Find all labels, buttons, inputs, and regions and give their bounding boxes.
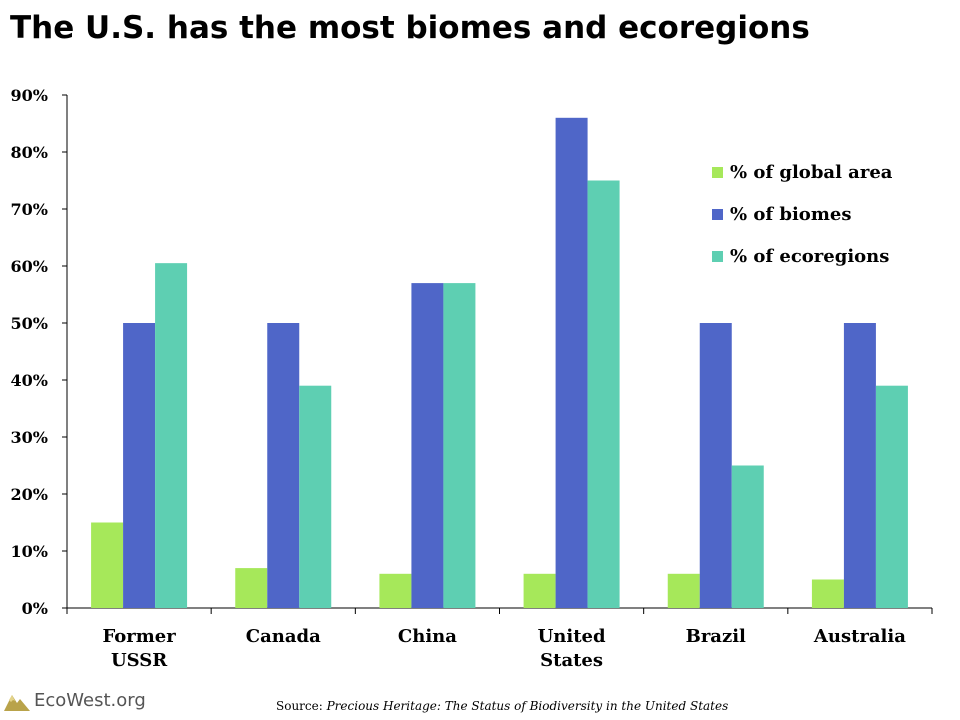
bar bbox=[379, 573, 412, 608]
legend-label: % of global area bbox=[730, 161, 893, 183]
y-tick-label: 80% bbox=[11, 143, 48, 162]
legend-label: % of biomes bbox=[730, 203, 852, 225]
mountain-logo-icon bbox=[4, 694, 30, 711]
y-tick-label: 40% bbox=[11, 371, 48, 390]
bar bbox=[699, 323, 732, 608]
legend-swatch bbox=[712, 166, 723, 178]
ecowest-logo: EcoWest.org bbox=[4, 690, 146, 711]
x-tick-label: States bbox=[540, 650, 603, 671]
bar bbox=[811, 579, 844, 608]
y-tick-label: 90% bbox=[11, 86, 48, 105]
bar bbox=[875, 385, 908, 608]
bar bbox=[555, 117, 588, 609]
bar bbox=[731, 465, 764, 608]
legend-swatch bbox=[712, 250, 723, 262]
x-tick-label: Former bbox=[102, 626, 176, 647]
x-tick-label: USSR bbox=[111, 650, 168, 671]
bar-chart: 0% 10% 20% 30% 40% 50% 60% 70% 80% 90% Former USSR C… bbox=[11, 86, 933, 671]
legend-label: % of ecoregions bbox=[730, 245, 890, 267]
y-tick-label: 30% bbox=[11, 428, 48, 447]
source-note: Source: Precious Heritage: The Status of… bbox=[276, 699, 728, 713]
source-prefix: Source: bbox=[276, 699, 327, 713]
y-tick-label: 70% bbox=[11, 200, 48, 219]
bar bbox=[267, 323, 300, 608]
y-tick-label: 60% bbox=[11, 257, 48, 276]
x-tick-label: China bbox=[398, 626, 457, 647]
y-tick-label: 20% bbox=[11, 485, 48, 504]
bar bbox=[299, 385, 332, 608]
logo-text: EcoWest.org bbox=[34, 690, 146, 711]
page-title: The U.S. has the most biomes and ecoregi… bbox=[10, 10, 810, 46]
legend-swatch bbox=[712, 208, 723, 220]
legend-item: % of global area bbox=[712, 151, 892, 193]
bar bbox=[523, 573, 556, 608]
bar bbox=[587, 180, 620, 608]
bar bbox=[411, 283, 444, 608]
bar bbox=[155, 263, 188, 608]
x-tick-label: Australia bbox=[813, 626, 906, 647]
x-tick-label: Canada bbox=[246, 626, 321, 647]
bar bbox=[123, 323, 156, 608]
y-tick-label: 0% bbox=[22, 599, 48, 618]
legend-item: % of ecoregions bbox=[712, 235, 892, 277]
legend-item: % of biomes bbox=[712, 193, 892, 235]
bar bbox=[235, 568, 268, 608]
y-tick-label: 10% bbox=[11, 542, 48, 561]
bar bbox=[667, 573, 700, 608]
bar bbox=[843, 323, 876, 608]
x-tick-label: United bbox=[538, 626, 606, 647]
y-tick-label: 50% bbox=[11, 314, 48, 333]
bar bbox=[443, 283, 476, 608]
bar bbox=[91, 522, 124, 608]
legend: % of global area % of biomes % of ecoregio… bbox=[712, 151, 892, 277]
source-title: Precious Heritage: The Status of Biodive… bbox=[326, 699, 729, 713]
x-tick-label: Brazil bbox=[686, 626, 746, 647]
